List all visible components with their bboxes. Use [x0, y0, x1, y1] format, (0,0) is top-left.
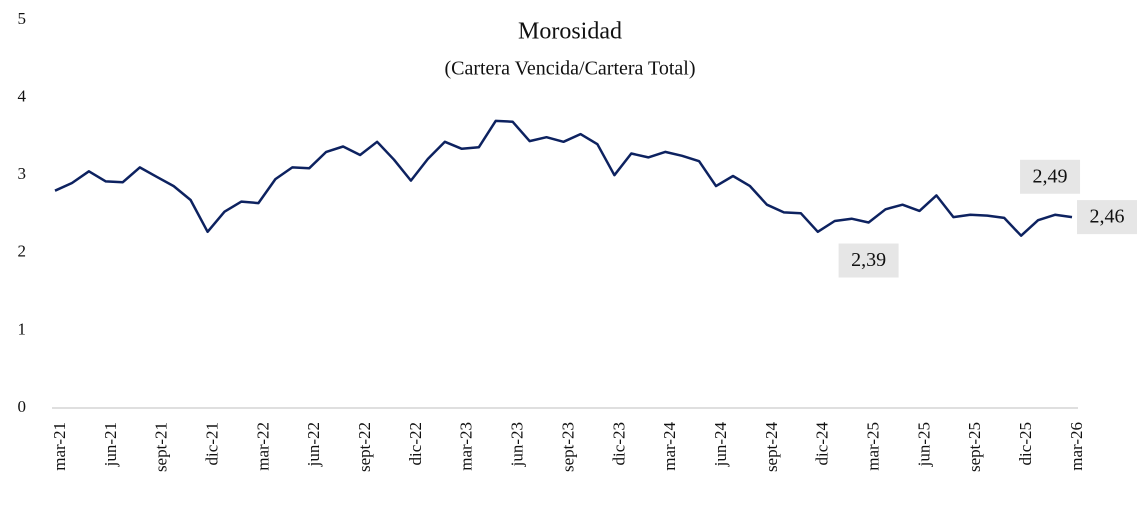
x-tick-label: mar-24 [660, 422, 679, 471]
x-tick-label: jun-25 [914, 422, 933, 467]
x-tick-label: dic-22 [406, 422, 425, 465]
x-tick-label: jun-24 [711, 422, 730, 468]
x-tick-label: dic-24 [813, 422, 832, 466]
x-tick-label: mar-21 [50, 422, 69, 471]
x-tick-label: sept-21 [152, 422, 171, 472]
x-tick-label: sept-22 [355, 422, 374, 472]
data-label: 2,46 [1090, 206, 1125, 228]
y-tick-label: 5 [18, 9, 27, 28]
x-tick-label: sept-23 [558, 422, 577, 472]
data-label-box [1020, 159, 1081, 194]
y-tick-label: 4 [18, 87, 27, 106]
data-label-box [838, 243, 899, 278]
x-tick-label: dic-21 [202, 422, 221, 465]
x-tick-label: mar-23 [457, 422, 476, 471]
y-tick-label: 3 [18, 164, 27, 183]
x-tick-label: sept-25 [965, 422, 984, 472]
y-tick-label: 0 [18, 397, 27, 416]
data-label: 2,49 [1033, 165, 1068, 187]
x-tick-label: dic-25 [1016, 422, 1035, 465]
x-tick-label: mar-26 [1067, 422, 1086, 471]
data-label: 2,39 [851, 249, 886, 271]
chart-subtitle: (Cartera Vencida/Cartera Total) [444, 58, 695, 80]
x-tick-label: dic-23 [609, 422, 628, 465]
chart-title: Morosidad [518, 19, 622, 45]
x-tick-label: jun-23 [508, 422, 527, 467]
x-tick-label: jun-21 [101, 422, 120, 467]
line-series [54, 119, 1073, 237]
x-tick-label: sept-24 [762, 422, 781, 473]
x-tick-label: mar-22 [253, 422, 272, 471]
y-tick-label: 1 [18, 319, 27, 338]
x-tick-label: jun-22 [304, 422, 323, 467]
y-tick-label: 2 [18, 242, 27, 261]
x-tick-label: mar-25 [864, 422, 883, 471]
data-label-box [1077, 200, 1137, 235]
